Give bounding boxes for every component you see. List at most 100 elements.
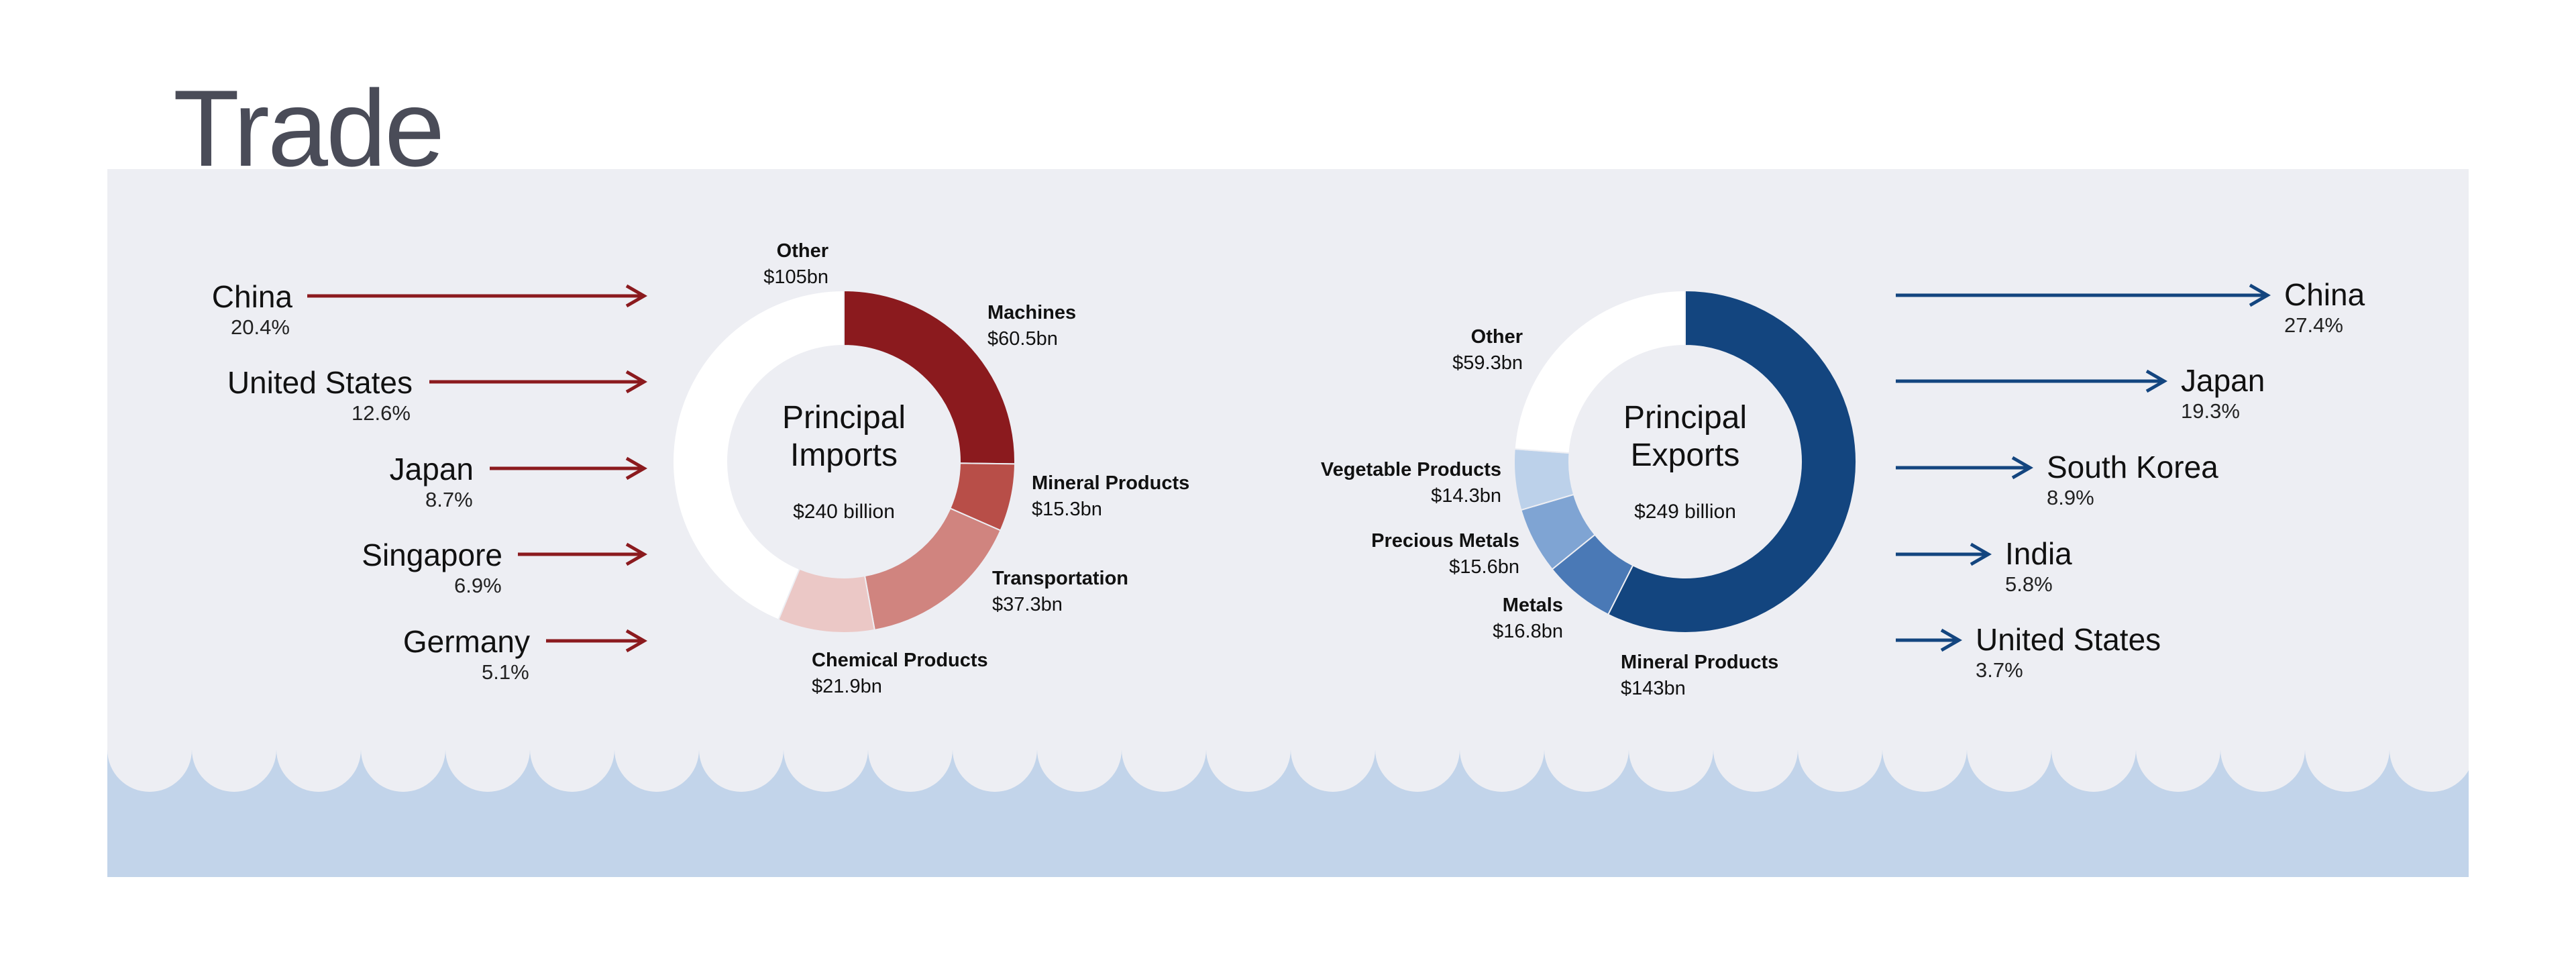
export-partner-pct: 8.9% [2047,486,2094,509]
import-arrow [490,456,648,480]
export-arrow [1896,369,2168,393]
import-partner-name: Germany [403,624,530,659]
export-partners: China 27.4% Japan 19.3% South Korea 8.9% [1896,277,2365,682]
import-partner-item: United States 12.6% [227,365,648,425]
export-partner-name: United States [1976,622,2161,657]
import-arrow [518,542,648,566]
wave-scallop [1122,707,1206,792]
export-partner-pct: 3.7% [1976,658,2023,682]
slice-value: $14.3bn [1431,485,1501,507]
exports-donut [1513,289,1857,633]
wave-scallop [1291,707,1375,792]
import-arrow [307,284,648,308]
exports-slice-labels: Mineral Products $143bn Metals $16.8bn P… [1321,326,1778,699]
slice-label: Precious Metals [1371,530,1519,552]
wave-scallop [2136,707,2220,792]
imports-total: $240 billion [793,501,895,523]
export-partner-name: South Korea [2047,450,2218,484]
slice-label: Other [1471,326,1523,348]
water-waves [107,707,2469,877]
wave-scallop [2220,707,2305,792]
export-partner-item: Japan 19.3% [1896,363,2265,423]
wave-scallop [1629,707,1713,792]
import-partner-name: Japan [390,452,474,487]
donut-slice-machines [843,289,1016,465]
wave-scallop [1798,707,1882,792]
slice-value: $15.6bn [1449,556,1519,578]
slice-label: Machines [987,302,1076,323]
wave-scallop [361,707,445,792]
export-partner-pct: 27.4% [2284,313,2343,337]
donut-slice-mineral-products [1607,289,1857,633]
export-partner-item: United States 3.7% [1896,622,2161,682]
export-partner-pct: 5.8% [2005,572,2053,596]
wave-scallop [107,707,192,792]
export-partner-name: India [2005,536,2072,571]
wave-scallop [1544,707,1629,792]
page-title: Trade [173,68,445,189]
exports-title-line1: Principal [1623,400,1747,436]
wave-scallop [1460,707,1544,792]
export-arrow [1896,542,1992,566]
import-partner-item: China 20.4% [212,279,648,339]
export-partner-name: China [2284,277,2365,312]
wave-scallop [1713,707,1798,792]
export-partner-item: India 5.8% [1896,536,2072,596]
imports-title-line1: Principal [782,400,906,436]
wave-scallop [614,707,699,792]
import-partner-name: United States [227,365,413,400]
exports-title-line2: Exports [1631,438,1740,473]
wave-scallop [1967,707,2051,792]
import-partner-item: Singapore 6.9% [362,538,648,597]
wave-scallop [1375,707,1460,792]
import-partner-item: Japan 8.7% [390,452,648,511]
import-partners: China 20.4% United States 12.6% Japan 8.… [212,279,648,684]
wave-scallop [1882,707,1967,792]
imports-title-line2: Imports [790,438,898,473]
export-arrow [1896,283,2271,307]
import-partner-name: Singapore [362,538,502,572]
import-partner-name: China [212,279,293,314]
slice-value: $15.3bn [1032,499,1102,520]
exports-center: Principal Exports $249 billion [1623,400,1747,523]
wave-scallop [2305,707,2390,792]
export-arrow [1896,628,1963,652]
wave-scallop [1037,707,1122,792]
donut-slice-transportation [863,507,1002,631]
exports-total: $249 billion [1634,501,1736,523]
wave-scallop [953,707,1037,792]
export-arrow [1896,456,2034,480]
wave-scallop [2390,707,2469,792]
wave-scallop [1206,707,1291,792]
import-arrow [546,629,648,653]
slice-label: Transportation [992,568,1128,589]
import-partner-item: Germany 5.1% [403,624,648,684]
imports-donut [672,289,1016,633]
wave-scallop [2051,707,2136,792]
donut-slice-other [1513,289,1686,454]
wave-scallop [868,707,953,792]
wave-scallop [699,707,784,792]
slice-value: $60.5bn [987,328,1058,350]
donut-slice-other [672,289,845,621]
import-arrow [429,370,648,394]
slice-value: $16.8bn [1493,621,1563,642]
import-partner-pct: 20.4% [231,315,290,339]
imports-center: Principal Imports $240 billion [782,400,906,523]
export-partner-item: South Korea 8.9% [1896,450,2218,509]
slice-value: $143bn [1621,678,1686,699]
wave-scallop [192,707,276,792]
slice-value: $37.3bn [992,594,1063,615]
slice-label: Mineral Products [1032,472,1189,494]
import-partner-pct: 6.9% [454,574,502,597]
import-partner-pct: 8.7% [425,488,473,511]
export-partner-pct: 19.3% [2181,399,2240,423]
wave-scallop [445,707,530,792]
imports-slice-labels: Machines $60.5bn Mineral Products $15.3b… [763,240,1189,697]
slice-label: Vegetable Products [1321,459,1501,480]
slice-label: Chemical Products [812,650,988,671]
slice-value: $59.3bn [1452,352,1523,374]
wave-scallop [530,707,614,792]
slice-label: Metals [1503,595,1563,616]
